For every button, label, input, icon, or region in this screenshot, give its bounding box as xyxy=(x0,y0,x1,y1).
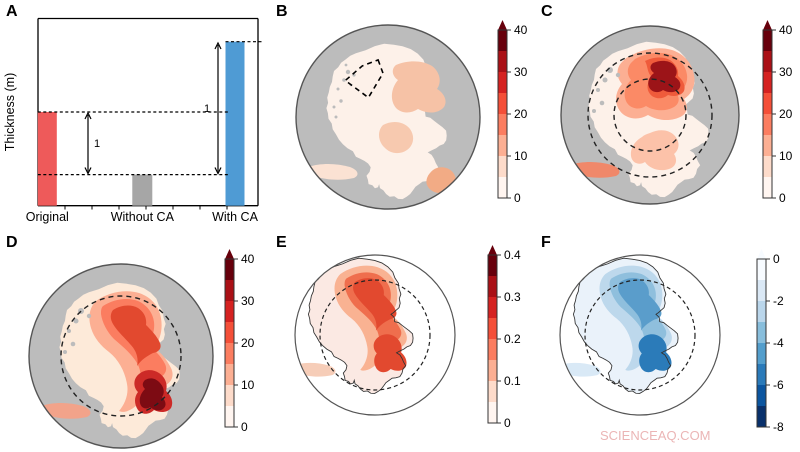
svg-text:SCIENCEAQ.COM: SCIENCEAQ.COM xyxy=(600,428,711,443)
svg-text:0: 0 xyxy=(504,416,511,430)
svg-text:With CA: With CA xyxy=(212,210,259,224)
svg-text:30: 30 xyxy=(779,65,793,79)
svg-text:40: 40 xyxy=(779,23,793,37)
svg-text:30: 30 xyxy=(241,294,255,308)
svg-text:0: 0 xyxy=(241,420,248,434)
svg-text:E: E xyxy=(276,234,287,251)
svg-text:30: 30 xyxy=(514,65,528,79)
svg-text:1: 1 xyxy=(204,103,210,115)
svg-text:D: D xyxy=(6,234,18,251)
svg-text:0.1: 0.1 xyxy=(504,374,521,388)
svg-text:20: 20 xyxy=(779,107,793,121)
svg-text:Original: Original xyxy=(26,210,69,224)
svg-text:0.2: 0.2 xyxy=(504,332,521,346)
svg-text:0: 0 xyxy=(773,252,780,266)
svg-text:10: 10 xyxy=(779,149,793,163)
svg-text:40: 40 xyxy=(514,23,528,37)
svg-text:0: 0 xyxy=(779,191,786,205)
svg-text:10: 10 xyxy=(514,149,528,163)
svg-text:-6: -6 xyxy=(773,378,784,392)
svg-text:0.4: 0.4 xyxy=(504,248,521,262)
svg-text:0.3: 0.3 xyxy=(504,290,521,304)
svg-text:40: 40 xyxy=(241,252,255,266)
svg-text:A: A xyxy=(6,3,18,20)
svg-text:Thickness (m): Thickness (m) xyxy=(3,73,17,151)
svg-text:0: 0 xyxy=(514,191,521,205)
svg-text:F: F xyxy=(541,234,551,251)
svg-text:Without CA: Without CA xyxy=(111,210,175,224)
svg-text:-4: -4 xyxy=(773,336,784,350)
svg-text:10: 10 xyxy=(241,378,255,392)
svg-text:-2: -2 xyxy=(773,294,784,308)
svg-text:20: 20 xyxy=(514,107,528,121)
svg-text:1: 1 xyxy=(94,138,100,150)
svg-text:20: 20 xyxy=(241,336,255,350)
svg-text:-8: -8 xyxy=(773,420,784,434)
svg-text:C: C xyxy=(541,3,553,20)
svg-text:B: B xyxy=(276,3,288,20)
